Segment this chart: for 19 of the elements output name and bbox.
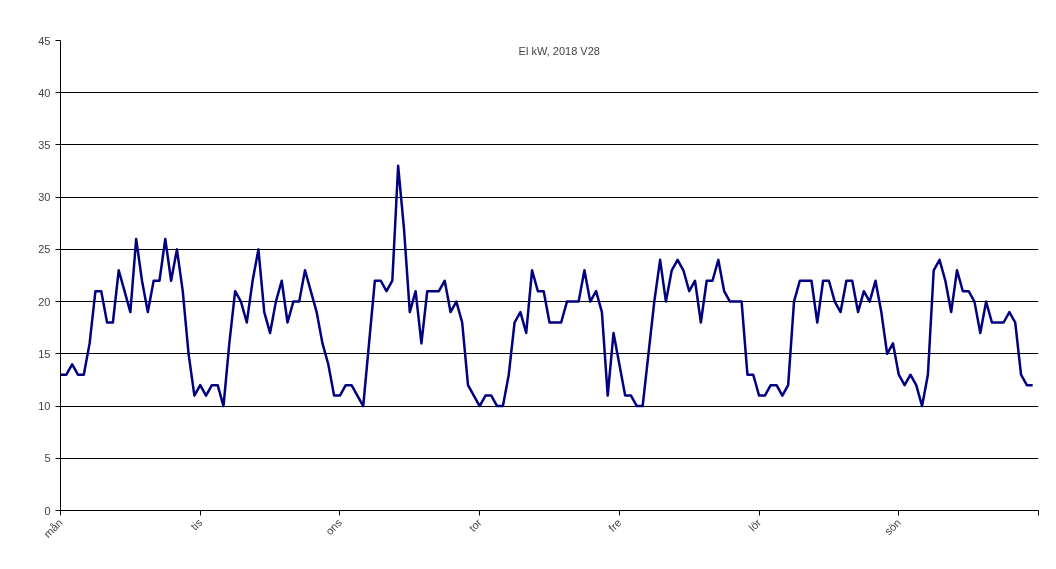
y-tick-label: 40 <box>38 86 51 99</box>
x-tick-label: mån <box>41 516 65 540</box>
y-tick-label: 30 <box>38 191 51 204</box>
x-tick-label: fre <box>606 516 624 534</box>
x-tick-label: tis <box>188 515 205 533</box>
y-tick-label: 10 <box>38 400 51 413</box>
chart-title: El kW, 2018 V28 <box>518 44 600 57</box>
y-tick-label: 35 <box>38 138 51 151</box>
x-tick-label: lör <box>746 516 764 534</box>
y-tick-label: 20 <box>38 295 51 308</box>
y-tick-label: 25 <box>38 243 51 256</box>
x-tick-label: sön <box>882 516 904 538</box>
y-tick-label: 45 <box>38 34 51 47</box>
line-series <box>60 164 1034 408</box>
y-tick-label: 5 <box>44 452 51 465</box>
y-tick-label: 0 <box>44 504 51 517</box>
y-tick-label: 15 <box>38 347 51 360</box>
x-tick-label: tor <box>466 516 485 534</box>
x-tick-label: ons <box>323 515 345 538</box>
